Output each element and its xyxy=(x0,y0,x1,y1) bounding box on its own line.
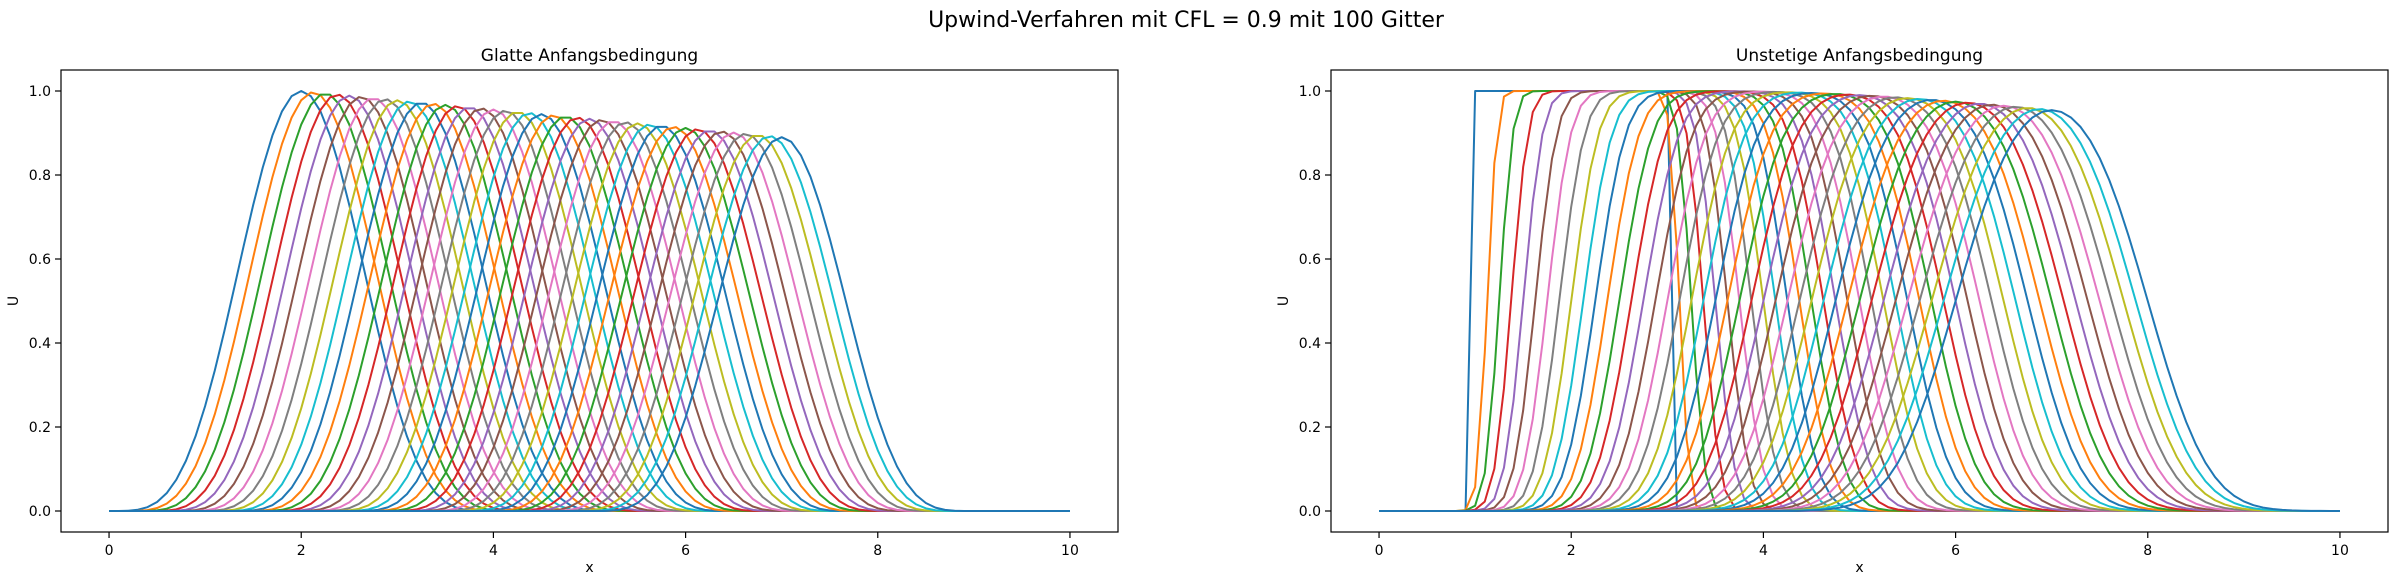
axes-frame xyxy=(1330,69,2389,533)
panel-discontinuous: 0 2 4 6 8 10 0.0 0.2 0.4 0.6 0.8 1.0 Unstetige Anfan… xyxy=(1276,46,2389,576)
x-tick-label: 2 xyxy=(297,543,306,559)
y-tick-label: 0.6 xyxy=(29,252,51,268)
y-tick-label: 0.4 xyxy=(29,336,51,352)
y-tick-label: 0.2 xyxy=(1299,420,1321,436)
y-tick-label: 0.6 xyxy=(1299,252,1321,268)
x-tick-label: 8 xyxy=(873,543,882,559)
x-axis-label: x xyxy=(585,560,593,576)
x-axis-label: x xyxy=(1855,560,1863,576)
x-tick-label: 8 xyxy=(2143,543,2152,559)
x-tick-label: 6 xyxy=(1951,543,1960,559)
y-tick-label: 0.0 xyxy=(29,504,51,520)
panel-smooth: 0 2 4 6 8 10 0.0 0.2 0.4 0.6 0.8 1.0 Glatte Anfangsb… xyxy=(6,46,1119,576)
y-tick-label: 1.0 xyxy=(1299,84,1321,100)
y-tick-label: 0.8 xyxy=(29,168,51,184)
figure-suptitle: Upwind-Verfahren mit CFL = 0.9 mit 100 G… xyxy=(928,8,1445,33)
x-tick-label: 10 xyxy=(2331,543,2349,559)
x-tick-label: 2 xyxy=(1567,543,1576,559)
x-tick-label: 10 xyxy=(1061,543,1079,559)
y-tick-label: 0.4 xyxy=(1299,336,1321,352)
series-line-40 xyxy=(109,136,1070,512)
x-tick-label: 6 xyxy=(681,543,690,559)
y-axis-label: U xyxy=(6,296,22,306)
panel-title: Unstetige Anfangsbedingung xyxy=(1736,46,1983,66)
x-tick-label: 0 xyxy=(105,543,114,559)
x-tick-label: 0 xyxy=(1375,543,1384,559)
panel-title: Glatte Anfangsbedingung xyxy=(481,46,698,66)
y-tick-label: 1.0 xyxy=(29,84,51,100)
x-tick-label: 4 xyxy=(1759,543,1768,559)
series-group xyxy=(109,90,1070,512)
axes-frame xyxy=(60,69,1119,533)
series-group xyxy=(1379,90,2340,512)
y-axis-label: U xyxy=(1276,296,1292,306)
y-tick-label: 0.0 xyxy=(1299,504,1321,520)
series-line-40 xyxy=(1379,109,2340,512)
y-tick-label: 0.2 xyxy=(29,420,51,436)
x-tick-label: 4 xyxy=(489,543,498,559)
y-tick-label: 0.8 xyxy=(1299,168,1321,184)
